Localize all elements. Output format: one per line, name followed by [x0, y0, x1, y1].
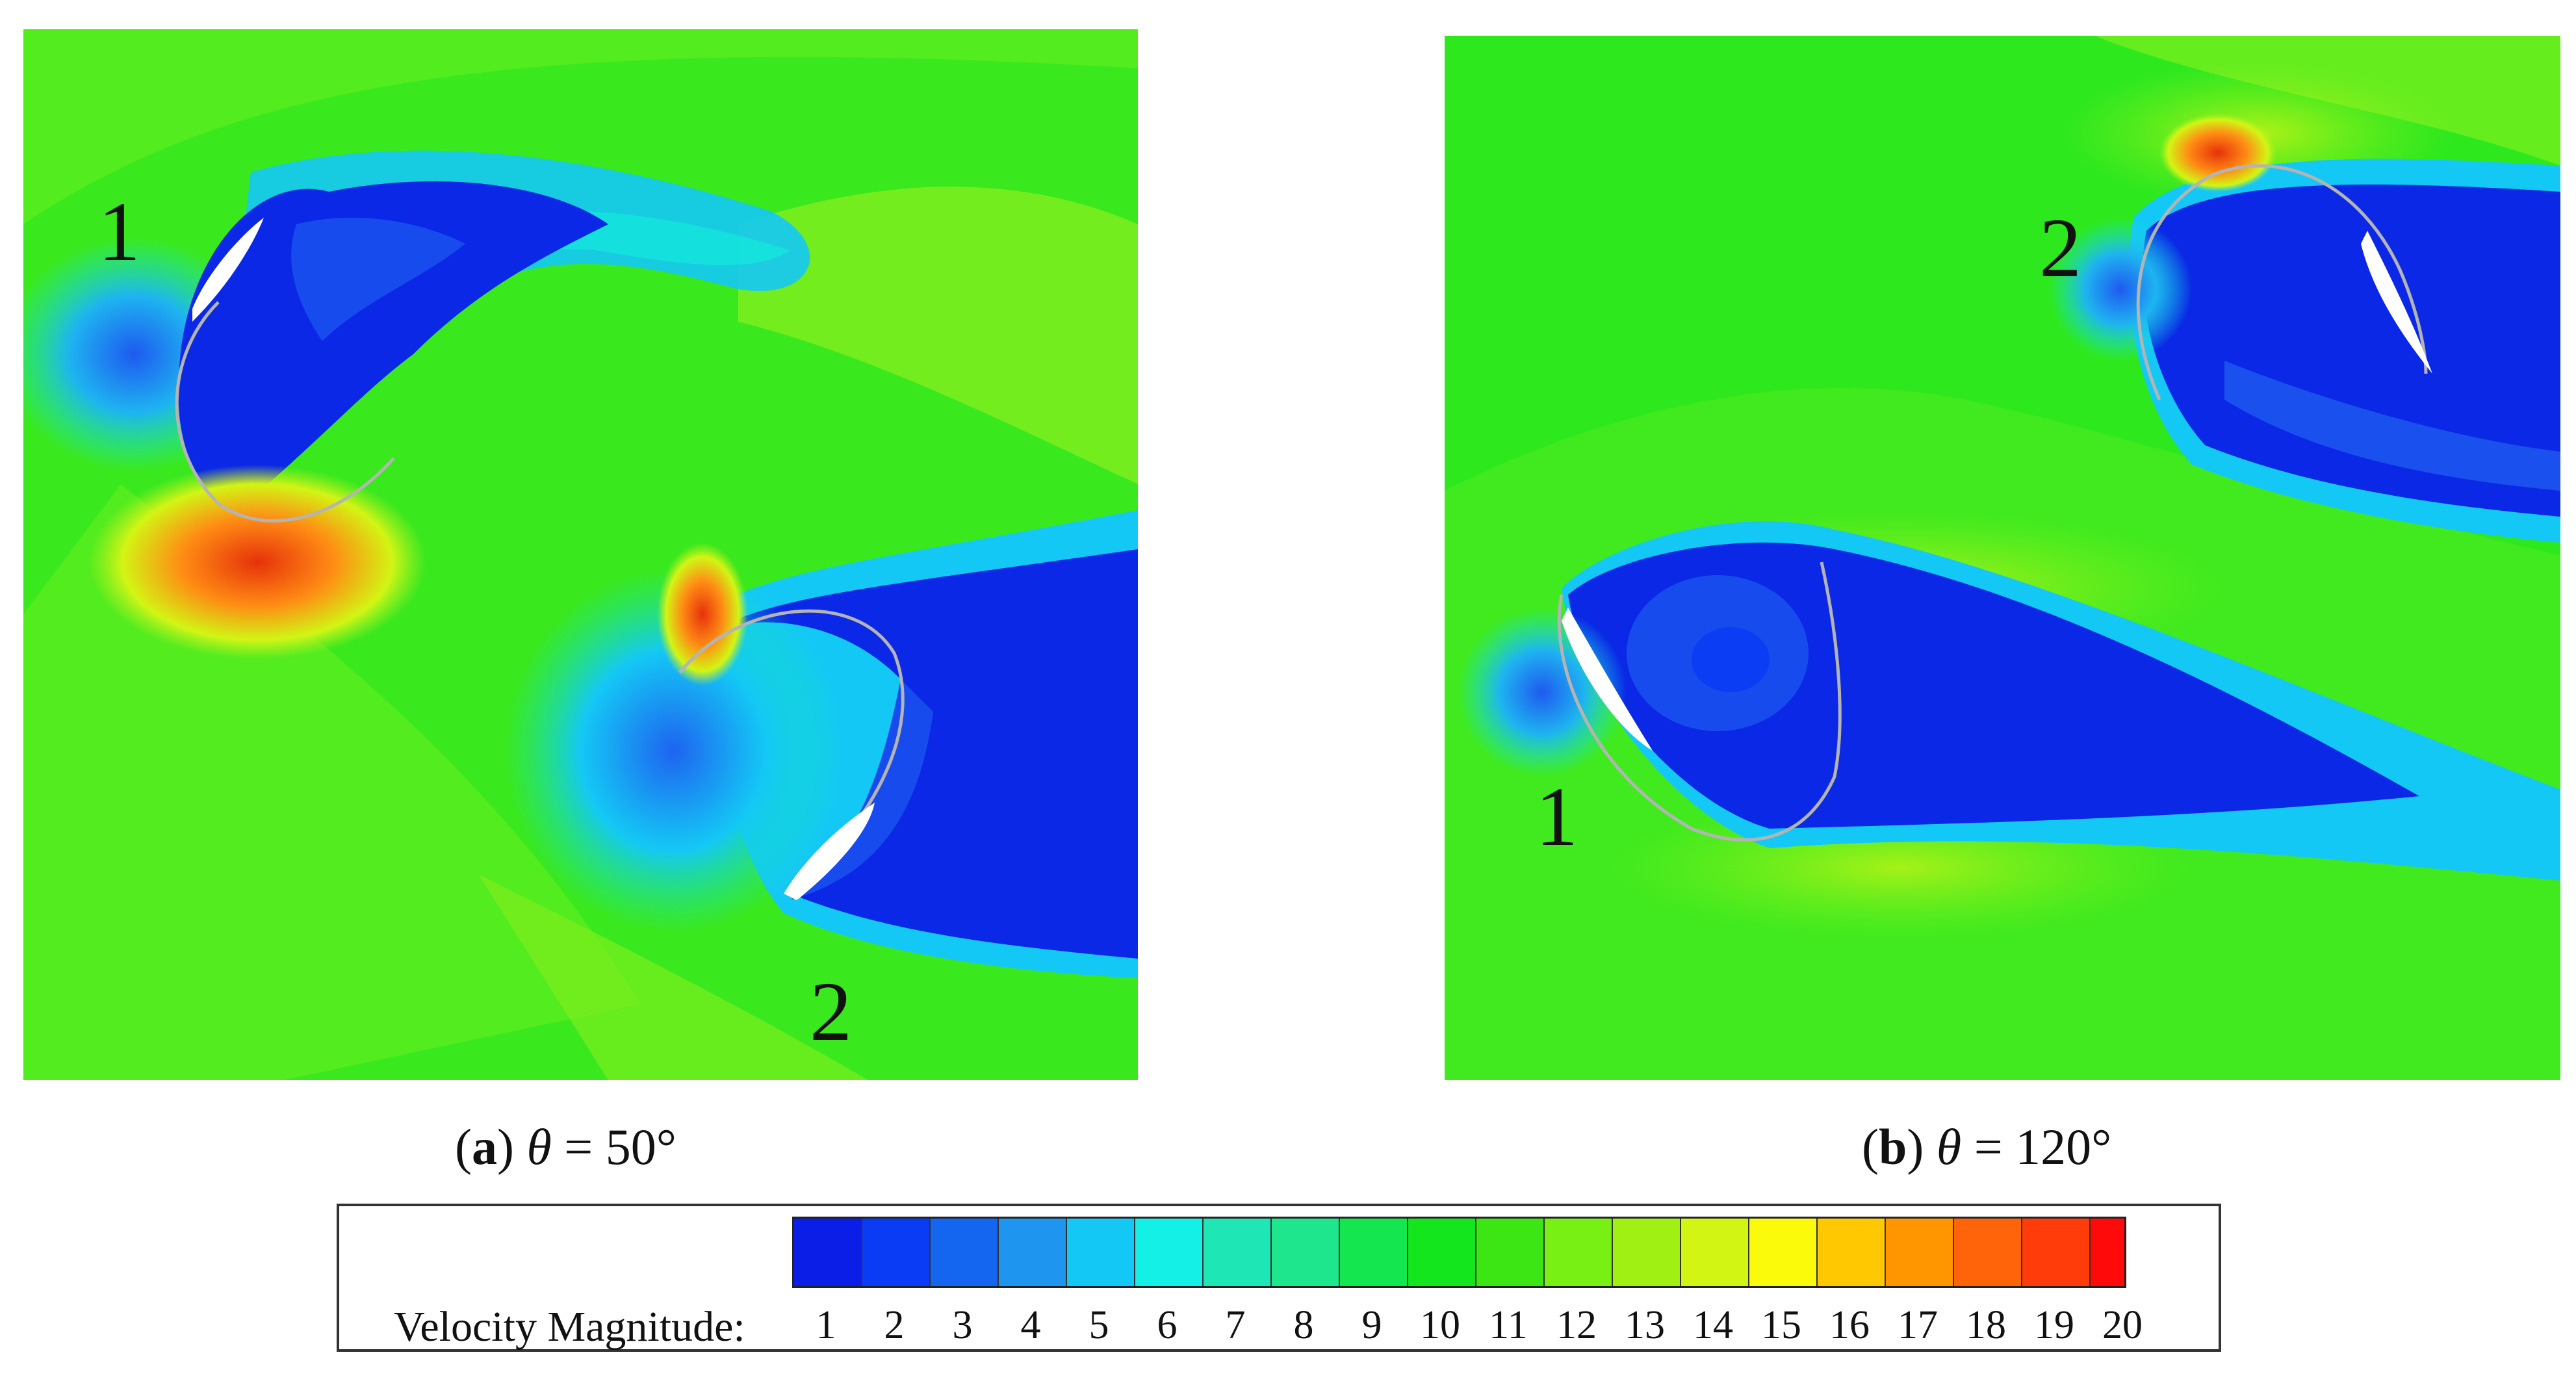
legend-swatch-18 [1954, 1219, 2022, 1286]
legend-swatch-20 [2091, 1219, 2124, 1286]
legend-swatch-14 [1681, 1219, 1749, 1286]
legend-title: Velocity Magnitude: [394, 1303, 745, 1351]
legend-swatch-3 [931, 1219, 999, 1286]
caption-letter: b [1878, 1118, 1907, 1175]
legend-swatch-2 [862, 1219, 931, 1286]
legend-swatch-4 [999, 1219, 1067, 1286]
legend-tick-label: 11 [1489, 1303, 1528, 1347]
legend-swatch-15 [1749, 1219, 1818, 1286]
caption-value: = 120° [1961, 1118, 2112, 1175]
blade-label-1: 1 [1536, 770, 1578, 864]
velocity-contour-panel-a: 1 2 [23, 29, 1138, 1080]
legend-tick-label: 4 [1020, 1303, 1041, 1347]
blade-1-airfoil [1562, 608, 1653, 751]
caption-letter: a [471, 1118, 497, 1175]
legend-tick-label: 9 [1361, 1303, 1382, 1347]
caption-symbol: θ [526, 1118, 552, 1175]
legend-swatch-7 [1204, 1219, 1272, 1286]
stagnation-zone-center [504, 569, 842, 933]
contour-plot-b: 2 1 [1445, 36, 2560, 1080]
blade-2-airfoil [2361, 231, 2432, 374]
blade-2-airfoil [784, 803, 875, 900]
blade-label-1: 1 [98, 185, 140, 279]
legend-tick-label: 20 [2102, 1303, 2143, 1347]
legend-swatch-5 [1067, 1219, 1135, 1286]
caption-panel-b: (b) θ = 120° [1862, 1118, 2112, 1175]
legend-tick-label: 12 [1556, 1303, 1597, 1347]
legend-tick-label: 5 [1088, 1303, 1109, 1347]
caption-value: = 50° [551, 1118, 676, 1175]
contour-plot-a: 1 2 [23, 29, 1138, 1080]
high-velocity-zone-a2 [657, 543, 748, 686]
legend-tick-label: 18 [1966, 1303, 2006, 1347]
legend-swatch-13 [1613, 1219, 1681, 1286]
legend-swatch-11 [1476, 1219, 1545, 1286]
legend-tick-label: 8 [1293, 1303, 1314, 1347]
blade-label-2: 2 [810, 965, 852, 1059]
legend-swatch-1 [794, 1219, 862, 1286]
legend-swatch-12 [1545, 1219, 1613, 1286]
legend-colorbar [792, 1217, 2126, 1288]
legend-tick-label: 15 [1761, 1303, 1801, 1347]
blade-1-airfoil [192, 218, 264, 322]
high-velocity-zone-b2 [2159, 114, 2276, 192]
legend-swatch-16 [1818, 1219, 1886, 1286]
legend-tick-label: 13 [1625, 1303, 1665, 1347]
legend-tick-label: 10 [1420, 1303, 1460, 1347]
stagnation-zone-blade-2 [2049, 218, 2192, 361]
legend-tick-label: 1 [816, 1303, 836, 1347]
legend-tick-label: 16 [1829, 1303, 1870, 1347]
legend-swatch-9 [1340, 1219, 1408, 1286]
legend-tick-label: 6 [1157, 1303, 1178, 1347]
color-legend: Velocity Magnitude: 1 2 3 4 5 6 7 8 9 10 11 12 13 14 1… [337, 1204, 2221, 1352]
legend-swatch-19 [2022, 1219, 2091, 1286]
legend-tick-label: 14 [1693, 1303, 1733, 1347]
legend-tick-label: 17 [1898, 1303, 1938, 1347]
wake-region-blade-1 [178, 181, 608, 510]
legend-tick-label: 7 [1225, 1303, 1246, 1347]
legend-swatch-10 [1408, 1219, 1476, 1286]
legend-swatch-8 [1272, 1219, 1340, 1286]
legend-swatch-6 [1135, 1219, 1204, 1286]
legend-tick-label: 2 [884, 1303, 905, 1347]
caption-panel-a: (a) θ = 50° [455, 1118, 676, 1175]
legend-swatch-17 [1886, 1219, 1954, 1286]
blade-label-2: 2 [2039, 201, 2081, 295]
velocity-contour-panel-b: 2 1 [1445, 36, 2560, 1080]
legend-tick-label: 19 [2034, 1303, 2074, 1347]
caption-symbol: θ [1936, 1118, 1962, 1175]
legend-ticks: 1 2 3 4 5 6 7 8 9 10 11 12 13 14 15 16 17 18 19 20 [792, 1302, 2189, 1348]
high-velocity-zone-a1 [88, 465, 426, 660]
legend-tick-label: 3 [952, 1303, 973, 1347]
